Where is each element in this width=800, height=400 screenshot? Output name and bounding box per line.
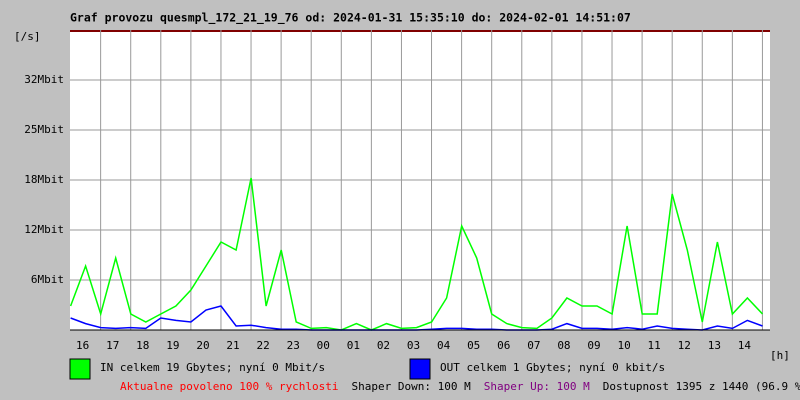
x-tick-label: 00	[317, 339, 330, 352]
chart-title: Graf provozu quesmpl_172_21_19_76 od: 20…	[70, 11, 631, 26]
x-tick-label: 07	[527, 339, 540, 352]
x-tick-label: 19	[166, 339, 179, 352]
x-tick-label: 06	[497, 339, 510, 352]
x-tick-label: 01	[347, 339, 360, 352]
x-tick-label: 08	[557, 339, 570, 352]
x-tick-label: 04	[437, 339, 451, 352]
x-tick-label: 23	[287, 339, 300, 352]
x-tick-label: 18	[136, 339, 149, 352]
y-tick-label: 32Mbit	[24, 73, 64, 86]
footer-text: Aktualne povoleno 100 % rychlosti	[120, 380, 339, 393]
y-tick-label: 18Mbit	[24, 173, 64, 186]
y-tick-label: 6Mbit	[31, 273, 64, 286]
x-tick-label: 03	[407, 339, 420, 352]
legend-swatch	[69, 358, 91, 380]
x-tick-label: 22	[256, 339, 269, 352]
legend-label: IN celkem 19 Gbytes; nyní 0 Mbit/s	[100, 361, 325, 374]
footer-text: Shaper Up: 100 M	[484, 380, 590, 393]
x-tick-label: 09	[587, 339, 600, 352]
x-tick-label: 12	[678, 339, 691, 352]
footer-text: Shaper Down: 100 M	[352, 380, 472, 393]
x-tick-label: 16	[76, 339, 89, 352]
x-tick-label: 20	[196, 339, 209, 352]
x-tick-label: 14	[738, 339, 752, 352]
x-tick-label: 21	[226, 339, 239, 352]
x-tick-label: 17	[106, 339, 119, 352]
y-tick-label: 12Mbit	[24, 223, 64, 236]
y-tick-label: 25Mbit	[24, 123, 64, 136]
footer-text: Dostupnost 1395 z 1440 (96.9 %)	[603, 380, 800, 393]
x-tick-label: 10	[617, 339, 630, 352]
y-unit-label: [/s]	[14, 30, 41, 43]
series-line	[69, 177, 764, 331]
x-tick-label: 13	[708, 339, 721, 352]
legend-label: OUT celkem 1 Gbytes; nyní 0 kbit/s	[440, 361, 665, 374]
x-tick-label: 02	[377, 339, 390, 352]
legend-swatch	[409, 358, 431, 380]
x-tick-label: 05	[467, 339, 480, 352]
x-unit-label: [h]	[770, 349, 790, 362]
x-tick-label: 11	[648, 339, 661, 352]
